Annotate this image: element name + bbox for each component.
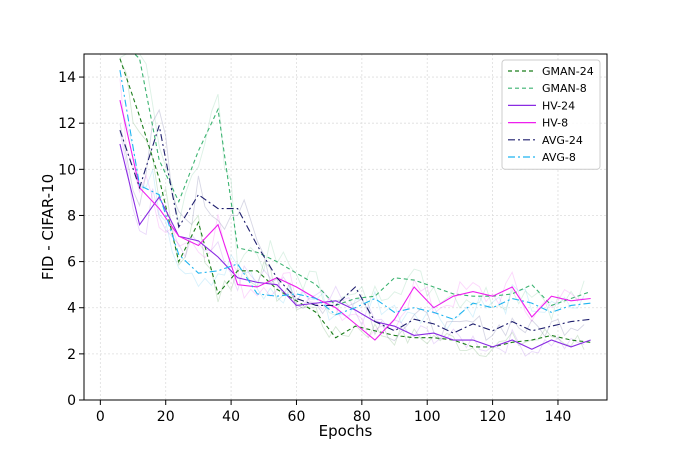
x-tick-label: 40 bbox=[222, 409, 240, 425]
series-line-hv-24 bbox=[119, 143, 591, 350]
raw-trace bbox=[119, 54, 585, 321]
series-line-gman-24 bbox=[119, 58, 591, 348]
plot-frame bbox=[83, 53, 608, 401]
legend-item-label: GMAN-8 bbox=[542, 82, 587, 95]
x-tick-label: 20 bbox=[157, 409, 175, 425]
x-tick-label: 80 bbox=[353, 409, 371, 425]
plot-series bbox=[119, 54, 591, 350]
y-tick-label: 14 bbox=[58, 70, 76, 86]
y-tick-label: 0 bbox=[67, 393, 76, 409]
legend: GMAN-24 GMAN-8 HV-24 HV-8 AVG-24 AVG-8 bbox=[501, 59, 601, 170]
series-line-avg-8 bbox=[119, 70, 591, 320]
legend-item-label: GMAN-24 bbox=[542, 65, 594, 78]
y-tick-label: 12 bbox=[58, 116, 76, 132]
y-tick-label: 8 bbox=[67, 208, 76, 224]
x-axis-label: Epochs bbox=[319, 422, 373, 440]
legend-item-label: AVG-24 bbox=[542, 134, 583, 147]
raw-trace bbox=[119, 78, 585, 339]
series-line-hv-8 bbox=[119, 100, 591, 341]
y-tick-label: 2 bbox=[67, 347, 76, 363]
legend-item-label: HV-24 bbox=[542, 99, 575, 112]
raw-trace bbox=[119, 59, 585, 357]
grid-lines bbox=[84, 54, 607, 401]
y-axis-label: FID - CIFAR-10 bbox=[39, 174, 57, 280]
x-tick-label: 0 bbox=[96, 409, 105, 425]
legend-box bbox=[501, 59, 601, 170]
raw-trace bbox=[119, 108, 585, 342]
legend-item-label: AVG-8 bbox=[542, 151, 576, 164]
x-tick-label: 120 bbox=[479, 409, 506, 425]
series-line-gman-8 bbox=[133, 54, 591, 307]
y-tick-label: 10 bbox=[58, 162, 76, 178]
y-tick-label: 4 bbox=[67, 301, 76, 317]
raw-trace bbox=[119, 131, 585, 357]
x-tick-label: 60 bbox=[288, 409, 306, 425]
legend-item-label: HV-8 bbox=[542, 117, 568, 130]
x-tick-label: 140 bbox=[545, 409, 572, 425]
y-tick-label: 6 bbox=[67, 255, 76, 271]
x-tick-label: 100 bbox=[414, 409, 441, 425]
axis-ticks: 0 20 40 60 80 100 120 140 0 2 4 6 8 10 12 14 bbox=[58, 70, 571, 425]
series-line-avg-24 bbox=[119, 125, 591, 334]
